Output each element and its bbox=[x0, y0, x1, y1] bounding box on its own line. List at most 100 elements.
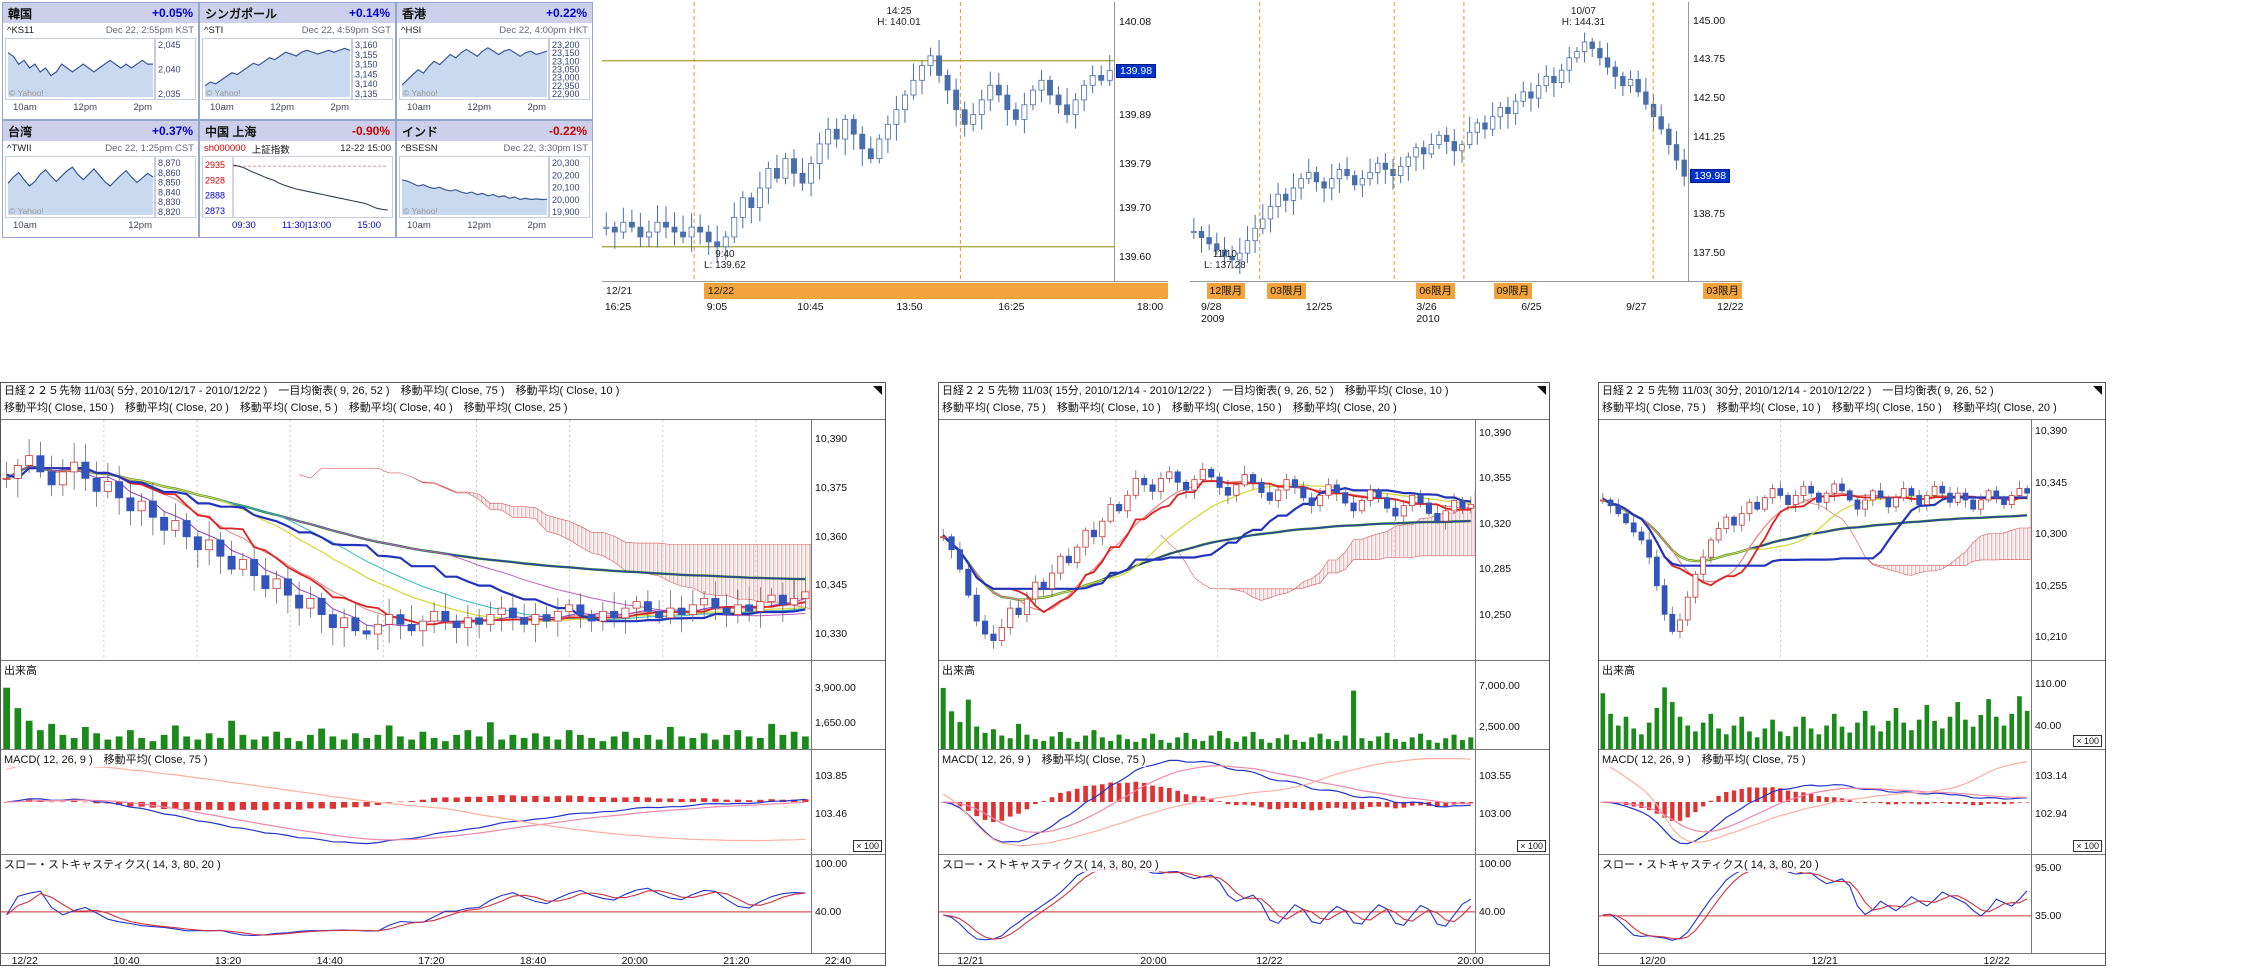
tech-xlab: 12/22 bbox=[1983, 955, 2010, 967]
candlestick-svg: 10/07H: 144.31 11/10L: 137.28 bbox=[1191, 2, 1687, 281]
fx-tick: 138.75 bbox=[1693, 208, 1726, 221]
yahoo-watermark: © Yahoo! bbox=[403, 88, 438, 98]
fx-tick: 139.79 bbox=[1119, 157, 1152, 170]
macd-axis: 103.85 103.46 × 100 bbox=[811, 750, 885, 854]
intraday-sparkline[interactable]: 3,160 3,155 3,150 3,145 3,140 3,135 © Yahoo! bbox=[202, 38, 393, 100]
candlestick-plot[interactable] bbox=[1599, 420, 2031, 660]
market-timestamp: Dec 22, 1:25pm CST bbox=[105, 143, 194, 154]
tech-xlab: 10:40 bbox=[113, 955, 140, 967]
volume-label: 出来高 bbox=[4, 662, 37, 678]
tech-xlab: 20:00 bbox=[1140, 955, 1167, 967]
fx-tick: 139.60 bbox=[1119, 250, 1152, 263]
chart-window-nikkei-30min: 日経２２５先物 11/03( 30分, 2010/12/14 - 2010/12… bbox=[1598, 382, 2106, 967]
price-axis: 10,390 10,375 10,360 10,345 10,330 bbox=[811, 420, 885, 660]
macd-plot[interactable]: MACD( 12, 26, 9 ) 移動平均( Close, 75 ) bbox=[1, 750, 811, 854]
time-axis: 10am 12pm 2pm bbox=[200, 100, 395, 114]
stochastics-pane: スロー・ストキャスティクス( 14, 3, 80, 20 ) 100.00 40.… bbox=[939, 854, 1549, 953]
intraday-sparkline[interactable]: 2,045 2,040 2,035 © Yahoo! bbox=[5, 38, 196, 100]
volume-plot[interactable]: 出来高 bbox=[1, 661, 811, 749]
svg-text:20,200: 20,200 bbox=[552, 170, 580, 180]
candlestick-plot[interactable]: 14:25 H: 140.01 9:40 L: 139.62 bbox=[602, 2, 1114, 282]
price-axis: 10,390 10,345 10,300 10,255 10,210 bbox=[2031, 420, 2105, 660]
intraday-sparkline[interactable]: 2935 2928 2888 2873 bbox=[202, 156, 393, 218]
tick-label: 15:00 bbox=[357, 219, 381, 231]
volume-plot[interactable]: 出来高 bbox=[1599, 661, 2031, 749]
volume-plot[interactable]: 出来高 bbox=[939, 661, 1475, 749]
tk: 103.55 bbox=[1479, 770, 1512, 782]
stochastics-label: スロー・ストキャスティクス( 14, 3, 80, 20 ) bbox=[942, 856, 1159, 872]
tk: 103.85 bbox=[815, 770, 848, 782]
time-axis: 10am 12pm 2pm bbox=[397, 100, 592, 114]
tk: 103.46 bbox=[815, 808, 848, 821]
svg-text:23,000: 23,000 bbox=[552, 73, 580, 83]
market-tile-shanghai[interactable]: 中国 上海 -0.90% sh000000 上証指数 12-22 15:00 2… bbox=[199, 120, 396, 238]
volume-axis: 7,000.00 2,500.00 bbox=[1475, 661, 1549, 749]
tk: 100.00 bbox=[815, 858, 848, 871]
tk: 40.00 bbox=[2035, 719, 2062, 732]
volume-label: 出来高 bbox=[942, 662, 975, 678]
resize-handle-icon[interactable] bbox=[1537, 386, 1546, 395]
intraday-sparkline[interactable]: 20,300 20,200 20,100 20,000 19,900 © Yahoo! bbox=[399, 156, 590, 218]
stochastics-plot[interactable]: スロー・ストキャスティクス( 14, 3, 80, 20 ) bbox=[939, 855, 1475, 953]
svg-text:8,850: 8,850 bbox=[158, 178, 181, 188]
tick-label: 12pm bbox=[467, 219, 492, 231]
macd-plot[interactable]: MACD( 12, 26, 9 ) 移動平均( Close, 75 ) bbox=[939, 750, 1475, 854]
svg-text:23,200: 23,200 bbox=[552, 40, 580, 50]
market-timestamp: 12-22 15:00 bbox=[340, 143, 391, 154]
candlestick-plot[interactable]: 10/07 H: 144.31 11/10 L: 137.28 bbox=[1190, 2, 1688, 282]
market-change: +0.37% bbox=[151, 124, 193, 138]
stochastics-pane: スロー・ストキャスティクス( 14, 3, 80, 20 ) 95.00 35.0… bbox=[1599, 854, 2105, 953]
time-axis: 10am 12pm 2pm bbox=[3, 100, 198, 114]
macd-plot[interactable]: MACD( 12, 26, 9 ) 移動平均( Close, 75 ) bbox=[1599, 750, 2031, 854]
volume-svg bbox=[1600, 687, 2030, 749]
fx-xlab: 10:45 bbox=[797, 301, 824, 313]
market-tile-india[interactable]: インド -0.22% ^BSESN Dec 22, 3:30pm IST 20,… bbox=[396, 120, 593, 238]
price-axis: 10,390 10,355 10,320 10,285 10,250 bbox=[1475, 420, 1549, 660]
tick-label: 10am bbox=[13, 219, 37, 231]
tk: 1,650.00 bbox=[815, 717, 856, 730]
tile-header: 韓国 +0.05% bbox=[3, 3, 198, 23]
svg-text:8,860: 8,860 bbox=[158, 168, 181, 178]
tile-header: シンガポール +0.14% bbox=[200, 3, 395, 23]
svg-text:22,900: 22,900 bbox=[552, 89, 580, 99]
svg-text:L: 139.62: L: 139.62 bbox=[704, 260, 746, 271]
intraday-sparkline[interactable]: 23,200 23,150 23,100 23,050 23,000 22,950 22,9… bbox=[399, 38, 590, 100]
macd-svg bbox=[3, 762, 809, 845]
tk: 10,320 bbox=[1479, 517, 1512, 530]
chart-header: 日経２２５先物 11/03( 15分, 2010/12/14 - 2010/12… bbox=[939, 383, 1549, 419]
market-tile-korea[interactable]: 韓国 +0.05% ^KS11 Dec 22, 2:55pm KST 2,045… bbox=[2, 2, 199, 120]
tech-xlab: 12/21 bbox=[1811, 955, 1838, 967]
candlestick-plot[interactable] bbox=[939, 420, 1475, 660]
resize-handle-icon[interactable] bbox=[2093, 386, 2102, 395]
chart-window-fx-longterm: 10/07 H: 144.31 11/10 L: 137.28 145.00 143.7… bbox=[1190, 2, 1743, 330]
market-tile-taiwan[interactable]: 台湾 +0.37% ^TWII Dec 22, 1:25pm CST 8,870… bbox=[2, 120, 199, 238]
svg-text:3,150: 3,150 bbox=[355, 60, 378, 70]
fx-xlab: 16:25 bbox=[604, 301, 632, 313]
svg-text:H: 140.01: H: 140.01 bbox=[877, 17, 921, 28]
market-tile-hongkong[interactable]: 香港 +0.22% ^HSI Dec 22, 4:00pm HKT 23,200… bbox=[396, 2, 593, 120]
fx-tick: 139.70 bbox=[1119, 201, 1152, 214]
intraday-sparkline[interactable]: 8,870 8,860 8,850 8,840 8,830 8,820 © Yahoo! bbox=[5, 156, 196, 218]
tick-label: 12pm bbox=[128, 219, 152, 231]
macd-pane: MACD( 12, 26, 9 ) 移動平均( Close, 75 ) 103.… bbox=[1, 749, 885, 854]
stochastics-plot[interactable]: スロー・ストキャスティクス( 14, 3, 80, 20 ) bbox=[1, 855, 811, 953]
yahoo-watermark: © Yahoo! bbox=[403, 206, 438, 216]
tick-label: 2pm bbox=[527, 219, 546, 231]
market-symbol: ^KS11 bbox=[7, 25, 34, 36]
contract-band: 12限月 03限月 06限月 09限月 03限月 bbox=[1190, 282, 1742, 300]
svg-text:2,035: 2,035 bbox=[158, 89, 181, 99]
svg-text:8,820: 8,820 bbox=[158, 207, 181, 217]
stochastics-plot[interactable]: スロー・ストキャスティクス( 14, 3, 80, 20 ) bbox=[1599, 855, 2031, 953]
resize-handle-icon[interactable] bbox=[873, 386, 882, 395]
tech-xlab: 20:00 bbox=[621, 955, 648, 967]
tk: 110.00 bbox=[2035, 678, 2067, 691]
fx-xlab: 13:50 bbox=[896, 301, 923, 313]
fx-chip: 03限月 bbox=[1703, 283, 1742, 299]
tech-xlab: 12/22 bbox=[11, 955, 38, 967]
chart-title: 日経２２５先物 11/03( 15分, 2010/12/14 - 2010/12… bbox=[942, 385, 1449, 397]
svg-text:14:25: 14:25 bbox=[886, 6, 911, 17]
market-tile-singapore[interactable]: シンガポール +0.14% ^STI Dec 22, 4:59pm SGT 3,… bbox=[199, 2, 396, 120]
tick-label: 10am bbox=[13, 101, 37, 113]
stochastics-axis: 100.00 40.00 bbox=[1475, 855, 1549, 953]
candlestick-plot[interactable] bbox=[1, 420, 811, 660]
